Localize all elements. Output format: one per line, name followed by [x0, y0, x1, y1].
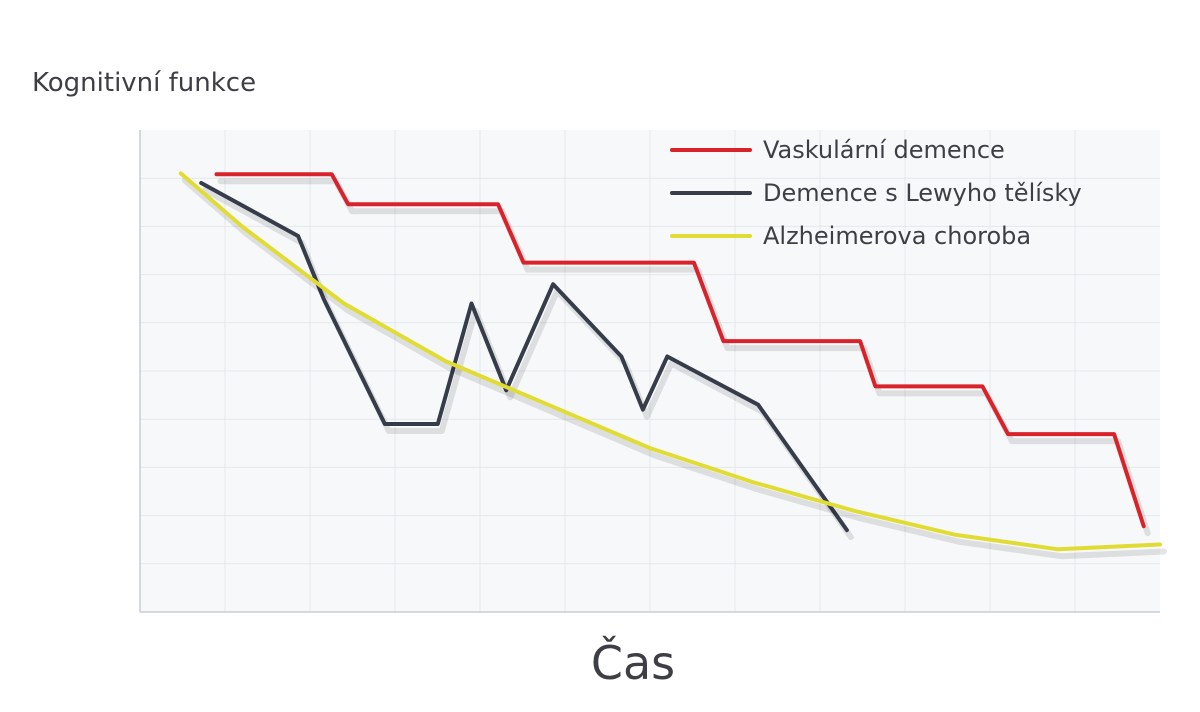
series-shadow-1: [217, 178, 1151, 537]
legend-label-2: Demence s Lewyho tělísky: [763, 179, 1082, 207]
series-line-3: [178, 171, 1162, 552]
series-line-2: [199, 181, 849, 533]
x-axis-label: Čas: [590, 636, 676, 690]
legend-label-3: Alzheimerova choroba: [763, 222, 1031, 250]
y-axis-label: Kognitivní funkce: [32, 68, 257, 98]
legend-label-1: Vaskulární demence: [763, 136, 1005, 164]
series-line-1: [214, 172, 1146, 529]
series-shadow-3: [181, 177, 1167, 560]
